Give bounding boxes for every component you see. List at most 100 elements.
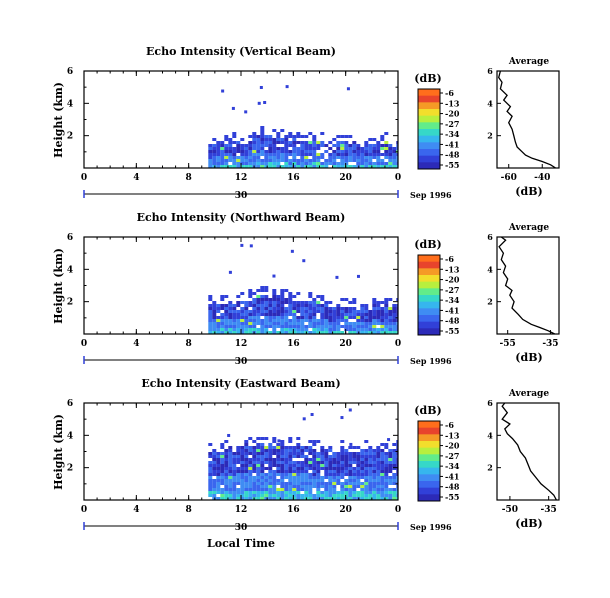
heatmap-cell — [232, 162, 237, 165]
heatmap-cell — [384, 132, 389, 135]
heatmap-cell — [284, 319, 289, 322]
heatmap-cell — [352, 476, 357, 479]
y-tick-label: 6 — [67, 399, 73, 409]
heatmap-cell — [224, 473, 229, 476]
heatmap-cell — [292, 165, 297, 168]
heatmap-cell — [288, 295, 293, 298]
profile-x-label: (dB) — [515, 185, 542, 198]
heatmap-cell — [288, 464, 293, 467]
heatmap-cell — [344, 470, 349, 473]
heatmap-cell — [392, 150, 397, 153]
heatmap-cell — [320, 482, 325, 485]
heatmap-cell — [384, 322, 389, 325]
heatmap-cell — [264, 331, 269, 334]
heatmap-cell — [264, 325, 269, 328]
heatmap-cell — [332, 455, 337, 458]
heatmap-cell — [388, 479, 393, 482]
heatmap-cell — [240, 243, 244, 247]
heatmap-cell — [364, 458, 369, 461]
panel-vertical-beam: Echo Intensity (Vertical Beam) Height (k… — [52, 45, 549, 201]
heatmap-cell — [252, 307, 257, 310]
heatmap-cell — [220, 476, 225, 479]
heatmap-cell — [220, 165, 225, 168]
heatmap-cell — [364, 150, 369, 153]
heatmap-cell — [276, 135, 281, 138]
heatmap-cell — [376, 322, 381, 325]
heatmap-cell — [236, 301, 241, 304]
heatmap-cell — [336, 464, 341, 467]
heatmap-cell — [240, 467, 245, 470]
heatmap-cell — [368, 467, 373, 470]
heatmap-cell — [280, 476, 285, 479]
heatmap-cell — [336, 319, 341, 322]
heatmap-cell — [236, 162, 241, 165]
heatmap-cell — [232, 135, 237, 138]
heatmap-cell — [308, 488, 313, 491]
heatmap-cell — [364, 449, 369, 452]
heatmap-cell — [320, 322, 325, 325]
heatmap-cell — [240, 147, 245, 150]
heatmap-cell — [280, 325, 285, 328]
heatmap-cell — [300, 467, 305, 470]
heatmap-cell — [220, 322, 225, 325]
heatmap-cell — [284, 301, 289, 304]
heatmap-cell — [260, 289, 265, 292]
heatmap-cell — [236, 328, 241, 331]
heatmap-cell — [288, 470, 293, 473]
heatmap-cell — [360, 316, 365, 319]
heatmap-cell — [352, 313, 357, 316]
heatmap-cell — [244, 144, 249, 147]
heatmap-cell — [376, 458, 381, 461]
heatmap-cell — [212, 464, 217, 467]
heatmap-cell — [368, 458, 373, 461]
heatmap-cell — [292, 147, 297, 150]
heatmap-cell — [304, 482, 309, 485]
heatmap-cell — [256, 455, 261, 458]
heatmap-cell — [396, 443, 398, 446]
heatmap-cell — [256, 301, 261, 304]
heatmap-cell — [240, 488, 245, 491]
heatmap-cell — [300, 455, 305, 458]
heatmap-cell — [240, 144, 245, 147]
heatmap-cell — [324, 494, 329, 497]
colorbar-swatch — [418, 122, 440, 130]
heatmap-cell — [296, 491, 301, 494]
heatmap-cell — [348, 313, 353, 316]
profile-frame — [496, 70, 560, 169]
heatmap-cell — [284, 322, 289, 325]
heatmap-cell — [328, 147, 333, 150]
heatmap-cell — [348, 156, 353, 159]
heatmap-cell — [264, 482, 269, 485]
heatmap-cell — [292, 452, 297, 455]
heatmap-cell — [328, 331, 333, 334]
heatmap-cell — [280, 485, 285, 488]
heatmap-cell — [388, 325, 393, 328]
panel-title: Echo Intensity (Eastward Beam) — [141, 377, 340, 390]
heatmap-cell — [340, 153, 345, 156]
heatmap-cell — [300, 301, 305, 304]
heatmap-cell — [396, 165, 398, 168]
heatmap-cell — [288, 446, 293, 449]
heatmap-cell — [384, 497, 389, 500]
heatmap-cell — [216, 482, 221, 485]
colorbar: -6-13-20-27-34-41-48-55 — [417, 254, 460, 336]
heatmap-cell — [244, 322, 249, 325]
heatmap-cell — [364, 153, 369, 156]
heatmap-cell — [388, 494, 393, 497]
heatmap-cell — [368, 147, 373, 150]
heatmap-panel: 0 4 8 12 16 20 0246-6-13-20-27-34-41-48-55246-… — [67, 232, 560, 364]
heatmap-cell — [292, 322, 297, 325]
heatmap-cell — [324, 331, 329, 334]
heatmap-cell — [364, 310, 369, 313]
heatmap-cell — [280, 482, 285, 485]
heatmap-cell — [276, 452, 281, 455]
heatmap-cell — [240, 313, 245, 316]
heatmap-cell — [221, 89, 225, 93]
heatmap-cell — [260, 479, 265, 482]
heatmap-cell — [292, 461, 297, 464]
heatmap-cell — [248, 304, 253, 307]
heatmap-cell — [224, 313, 229, 316]
heatmap-cell — [268, 443, 273, 446]
heatmap-cell — [228, 497, 233, 500]
heatmap-cell — [392, 313, 397, 316]
